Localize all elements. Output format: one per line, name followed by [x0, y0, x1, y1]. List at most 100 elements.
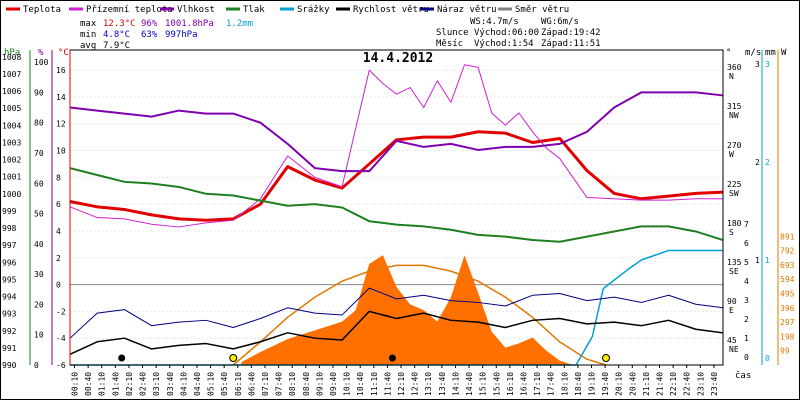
axis-ms-top-tick-0: 3: [755, 60, 760, 69]
x-tick-label-7: 03:40: [166, 372, 175, 396]
axis-ms-bottom-tick-7: 0: [744, 353, 749, 362]
axis-w-tick-1: 792: [780, 247, 795, 256]
axis-temp-tick-4: 8: [56, 173, 61, 182]
axis-mm-tick-2: 1: [765, 256, 770, 265]
x-tick-label-22: 11:10: [370, 372, 379, 396]
axis-hpa-tick-2: 1006: [2, 87, 21, 96]
x-tick-label-11: 05:40: [220, 372, 229, 396]
x-tick-label-31: 15:40: [492, 372, 501, 396]
axis-mm-tick-0: 3: [765, 60, 770, 69]
x-tick-label-15: 07:40: [275, 372, 284, 396]
axis-hpa-tick-4: 1004: [2, 121, 21, 130]
series-pressure: [69, 167, 724, 243]
x-tick-label-43: 21:40: [656, 372, 665, 396]
stat-min-label: min: [80, 30, 96, 40]
axis-pct-tick-10: 0: [34, 361, 39, 370]
axis-hpa-tick-13: 995: [2, 275, 17, 284]
info-wg: WG:6m/s: [541, 17, 579, 27]
x-tick-label-26: 13:10: [424, 372, 433, 396]
x-tick-label-41: 20:40: [628, 372, 637, 396]
axis-pct-tick-2: 80: [34, 119, 44, 128]
axis-hpa-tick-1: 1007: [2, 70, 21, 79]
axis-dir-tick-5: 135: [727, 258, 742, 267]
x-tick-label-34: 17:10: [533, 372, 542, 396]
axis-dir-sub-0: N: [729, 72, 734, 81]
axis-hpa-tick-17: 991: [2, 344, 17, 353]
axis-temp-tick-2: 12: [56, 120, 66, 129]
axis-ms-bottom-tick-6: 1: [744, 334, 749, 343]
x-tick-label-47: 23:40: [710, 372, 719, 396]
x-tick-label-5: 02:40: [139, 372, 148, 396]
legend-label-wind_direction: Směr větru: [515, 5, 569, 15]
x-tick-label-40: 20:10: [615, 372, 624, 396]
axis-dir-tick-1: 315: [727, 102, 742, 111]
info-block: WS:4.7m/s WG:6m/s Slunce Východ:06:00 Zá…: [436, 17, 601, 49]
x-tick-label-39: 19:40: [601, 372, 610, 396]
axis-pct-tick-4: 60: [34, 179, 44, 188]
legend-label-wind_gust: Náraz větru: [437, 5, 497, 15]
x-tick-label-35: 17:40: [547, 372, 556, 396]
axis-dir-sub-2: W: [729, 150, 734, 159]
axis-dir-sub-6: E: [729, 306, 734, 315]
legend-label-temperature: Teplota: [23, 5, 61, 15]
x-tick-label-25: 12:40: [411, 372, 420, 396]
moonrise-marker: [118, 354, 126, 362]
axis-dir-tick-7: 45: [727, 336, 737, 345]
axis-dir-sub-4: S: [729, 228, 734, 237]
axis-temp-tick-0: 16: [56, 66, 66, 75]
stat-max-hum: 96%: [141, 19, 158, 29]
series-precipitation: [70, 249, 723, 366]
stat-min-hum: 63%: [141, 30, 158, 40]
axis-pct-tick-9: 10: [34, 331, 44, 340]
axis-dir-tick-2: 270: [727, 141, 742, 150]
axis-mm-tick-3: 0: [765, 354, 770, 363]
axis-temp-tick-8: 0: [56, 281, 61, 290]
axis-pct-tick-1: 90: [34, 88, 44, 97]
x-tick-label-12: 06:10: [234, 372, 243, 396]
axis-mm-tick-1: 2: [765, 158, 770, 167]
axis-hpa-tick-5: 1003: [2, 138, 21, 147]
axis-temp-tick-10: -4: [56, 334, 66, 343]
sunrise-marker: [229, 354, 238, 362]
x-tick-label-23: 11:40: [383, 372, 392, 396]
axis-ms-bottom-tick-5: 2: [744, 315, 749, 324]
x-axis-label: čas: [735, 370, 751, 381]
axis-pct-label: %: [38, 48, 44, 58]
x-tick-label-0: 00:10: [71, 372, 80, 396]
stat-min-press: 997hPa: [165, 30, 198, 40]
axis-dir-tick-3: 225: [727, 180, 742, 189]
axis-w-tick-8: 99: [780, 347, 790, 356]
axis-dir-tick-4: 180: [727, 219, 742, 228]
x-tick-label-6: 03:10: [152, 372, 161, 396]
x-tick-label-17: 08:40: [302, 372, 311, 396]
stat-max-temp: 12.3°C: [103, 19, 136, 29]
x-tick-label-24: 12:10: [397, 372, 406, 396]
x-tick-label-18: 09:10: [315, 372, 324, 396]
x-tick-label-13: 06:40: [247, 372, 256, 396]
axis-ms-top-tick-1: 2: [755, 158, 760, 167]
x-tick-label-8: 04:10: [179, 372, 188, 396]
axis-w-tick-7: 198: [780, 332, 795, 341]
axis-hpa-tick-11: 997: [2, 241, 17, 250]
x-tick-label-28: 14:10: [451, 372, 460, 396]
legend: Teplota Přízemní teplota Vlhkost Tlak Srážky…: [6, 5, 569, 15]
axis-hpa-tick-14: 994: [2, 293, 17, 302]
stats-block: max 12.3°C 96% 1001.8hPa 1.2mm min 4.8°C…: [80, 19, 253, 51]
x-tick-label-1: 00:40: [84, 372, 93, 396]
axis-hpa-label: hPa: [4, 48, 20, 58]
x-tick-label-32: 16:10: [506, 372, 515, 396]
x-tick-label-30: 15:10: [479, 372, 488, 396]
chart-title: 14.4.2012: [363, 51, 433, 66]
axis-temp-tick-1: 14: [56, 93, 66, 102]
axis-w-tick-4: 495: [780, 290, 795, 299]
axis-temp-label: °C: [58, 48, 69, 58]
moonset-marker: [388, 354, 396, 362]
axis-pct-tick-8: 20: [34, 300, 44, 309]
series-temperature: [69, 130, 724, 222]
axis-hpa-tick-3: 1005: [2, 104, 21, 113]
radiation-area: [241, 255, 574, 365]
info-moon-label: Měsíc: [436, 39, 463, 49]
series-wind_gust: [69, 287, 724, 339]
x-tick-label-42: 21:10: [642, 372, 651, 396]
